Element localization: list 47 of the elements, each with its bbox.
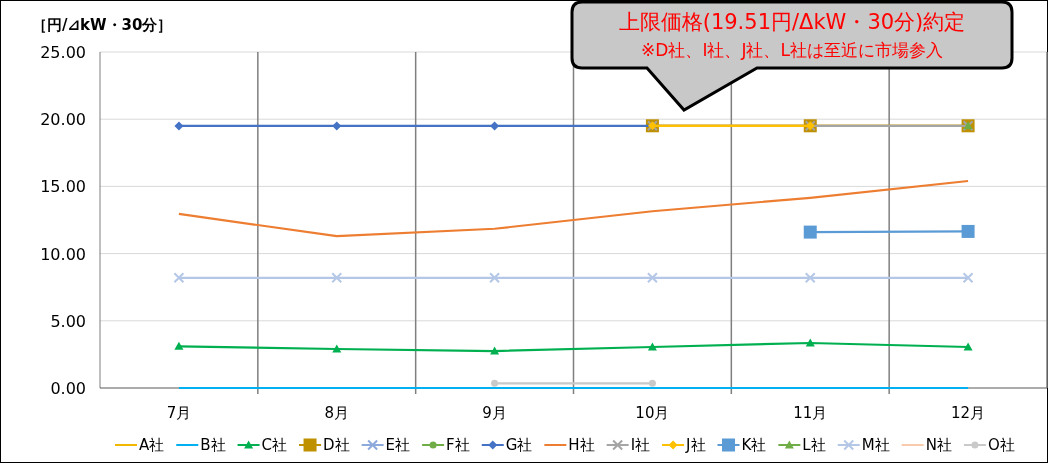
x-tick-label: 7月 <box>166 404 192 422</box>
legend-label: K社 <box>741 436 767 454</box>
y-tick-label: 25.00 <box>40 43 86 62</box>
point <box>174 121 184 131</box>
y-axis-title: ［円/⊿kW・30分］ <box>32 16 173 34</box>
point <box>804 272 816 284</box>
legend-label: O社 <box>987 436 1015 454</box>
point <box>646 272 658 284</box>
point <box>489 272 501 284</box>
annotation: ※D社、I社、J社、L社は至近に市場参入 <box>641 40 943 60</box>
point <box>648 379 656 387</box>
y-tick-label: 15.00 <box>40 177 86 197</box>
legend-label: N社 <box>925 436 952 454</box>
legend-label: B社 <box>200 436 226 454</box>
legend-label: A社 <box>139 436 165 454</box>
line-series <box>177 179 970 238</box>
point <box>331 272 343 284</box>
x-tick-label: 12月 <box>951 404 986 422</box>
text: 上限価格(19.51円/ΔkW・30分)約定 <box>618 10 966 34</box>
legend-label: I社 <box>630 436 651 454</box>
point <box>647 342 657 351</box>
y-tick-label: 20.00 <box>40 110 86 130</box>
legend-label: M社 <box>861 436 890 454</box>
legend-label: G社 <box>505 436 533 454</box>
point <box>803 225 817 239</box>
point <box>961 224 975 238</box>
point <box>173 272 185 284</box>
x-tick-label: 9月 <box>482 404 507 422</box>
point <box>174 341 184 350</box>
x-tick-label: 10月 <box>635 404 670 422</box>
y-tick-label: 10.00 <box>40 244 86 264</box>
x-tick-label: 8月 <box>324 404 350 422</box>
x-tick-label: 11月 <box>793 404 828 422</box>
legend-label: E社 <box>385 436 411 454</box>
point <box>491 379 499 387</box>
y-tick-label: 5.00 <box>50 311 86 331</box>
legend-label: C社 <box>261 436 288 454</box>
point <box>963 342 973 351</box>
legend-label: D社 <box>323 436 350 454</box>
point <box>490 346 500 355</box>
y-tick-label: 0.00 <box>50 379 86 398</box>
legend-label: H社 <box>568 436 595 454</box>
legend-label: J社 <box>685 436 706 454</box>
point <box>332 344 342 353</box>
legend-label: L社 <box>802 436 826 454</box>
point <box>962 272 974 284</box>
legend-label: F社 <box>446 436 470 454</box>
